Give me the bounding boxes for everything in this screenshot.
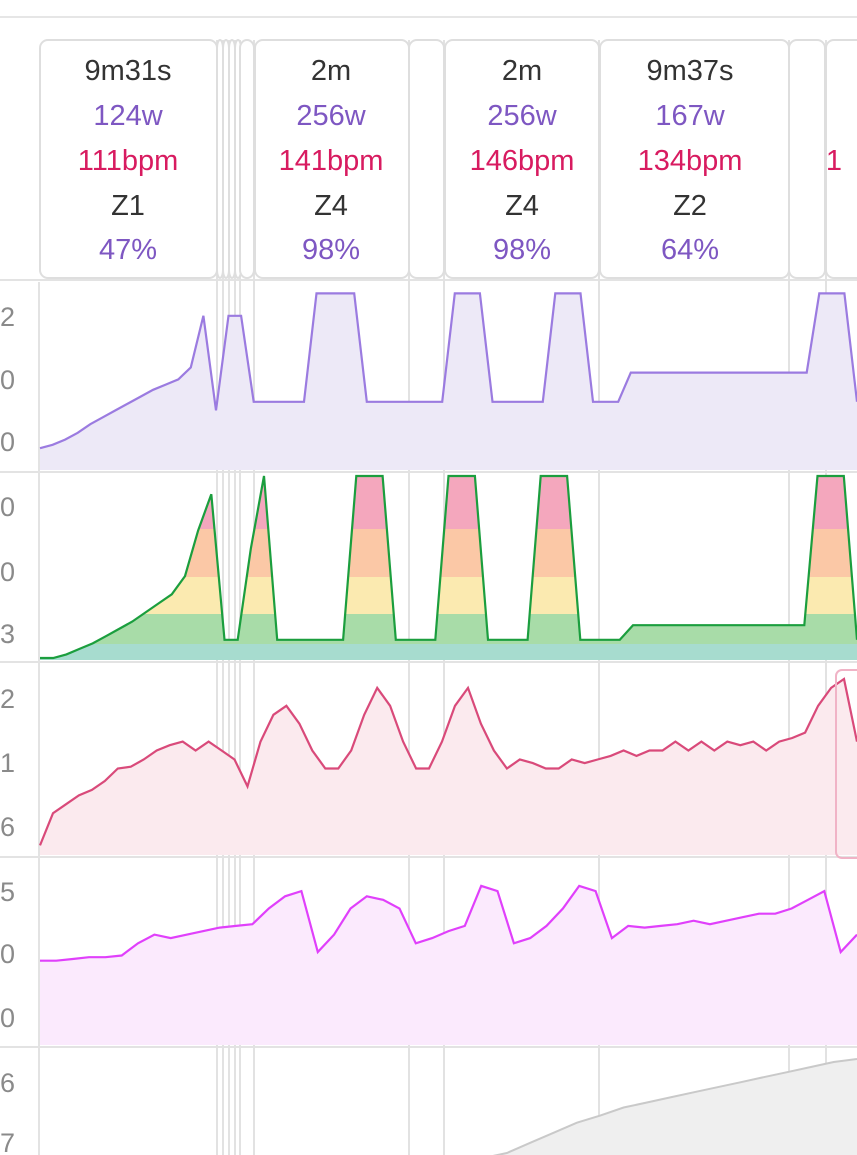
interval-duration: 9m31s [84, 55, 171, 87]
interval-power: 256w [296, 100, 366, 132]
zones-tick-label: 3 [0, 619, 15, 649]
interval-card-frame [254, 39, 410, 279]
interval-card-frame [825, 39, 857, 279]
interval-heart-rate: 134bpm [638, 145, 743, 177]
heart-rate-tick-label: 6 [0, 812, 15, 842]
interval-card-frame [39, 39, 218, 279]
interval-power: 124w [93, 100, 163, 132]
zones-tick-label: 0 [0, 492, 15, 522]
interval-percent: 98% [493, 234, 551, 266]
interval-zone: Z4 [314, 190, 348, 222]
interval-cards: 9m31s124w111bpmZ147%2m256w141bpmZ498%2m2… [39, 39, 857, 279]
interval-zone: Z4 [505, 190, 539, 222]
interval-card: 9m31s 124w 111bpm Z1 47% [39, 39, 218, 279]
interval-card-frame [599, 39, 790, 279]
interval-card-small [239, 39, 255, 279]
interval-duration: 9m37s [646, 55, 733, 87]
interval-heart-rate: 1 [826, 145, 842, 177]
interval-zone: Z1 [111, 190, 145, 222]
power-tick-label: 0 [0, 365, 15, 395]
altitude-tick-label: 7 [0, 1128, 15, 1155]
interval-card-small [408, 39, 445, 279]
cadence-tick-label: 0 [0, 939, 15, 969]
cadence-tick-label: 5 [0, 877, 15, 907]
altitude-area [497, 1059, 857, 1155]
interval-card: 2m 256w 146bpm Z4 98% [444, 39, 600, 279]
top-bar [0, 0, 857, 18]
cadence-tick-label: 0 [0, 1003, 15, 1033]
interval-power: 167w [655, 100, 725, 132]
interval-percent: 98% [302, 234, 360, 266]
altitude-tick-label: 6 [0, 1068, 15, 1098]
interval-card: 9m37s 167w 134bpm Z2 64% [599, 39, 790, 279]
heart-rate-highlight [835, 669, 857, 859]
interval-heart-rate: 146bpm [470, 145, 575, 177]
zones-line [40, 474, 857, 660]
interval-power: 256w [487, 100, 557, 132]
y-axis-labels: 2 0 0 0 0 3 2 1 6 5 0 0 6 7 [0, 302, 15, 1155]
interval-percent: 47% [99, 234, 157, 266]
interval-card: 2m 256w 141bpm Z4 98% [254, 39, 410, 279]
power-line [39, 292, 857, 450]
interval-card-small [788, 39, 826, 279]
heart-rate-tick-label: 2 [0, 684, 15, 714]
heart-rate-area [40, 679, 857, 855]
interval-duration: 2m [311, 55, 351, 87]
interval-heart-rate: 141bpm [279, 145, 384, 177]
interval-zone: Z2 [673, 190, 707, 222]
interval-duration: 2m [502, 55, 542, 87]
zones-tick-label: 0 [0, 557, 15, 587]
power-tick-label: 0 [0, 427, 15, 457]
heart-rate-line [38, 677, 857, 846]
altitude-line [492, 1058, 857, 1155]
power-tick-label: 2 [0, 302, 15, 332]
zone-band [40, 644, 857, 660]
interval-card: 1 [825, 39, 857, 279]
interval-percent: 64% [661, 234, 719, 266]
interval-heart-rate: 111bpm [78, 145, 179, 177]
heart-rate-tick-label: 1 [0, 748, 15, 778]
cadence-line [40, 884, 857, 962]
